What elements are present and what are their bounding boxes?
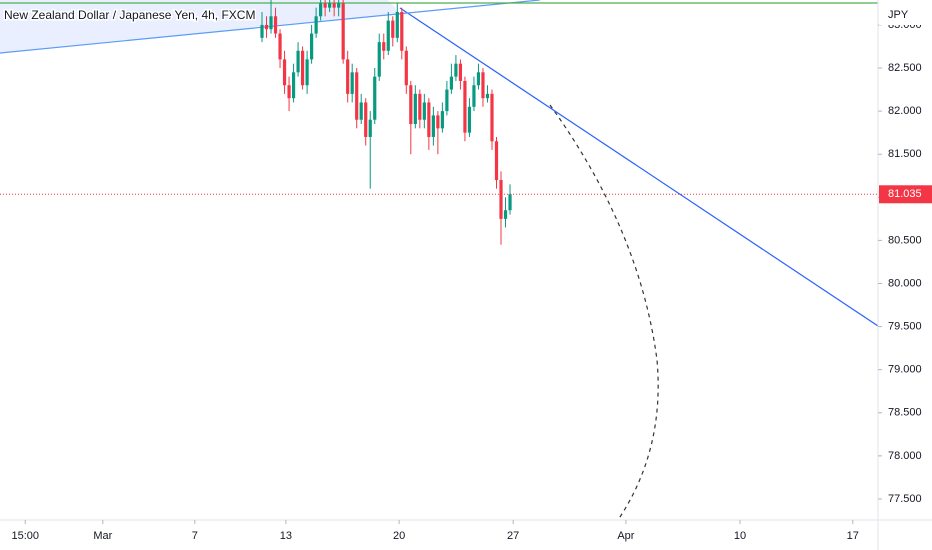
candle-body xyxy=(422,102,426,120)
candle-body xyxy=(467,106,472,133)
x-tick-label: Apr xyxy=(617,530,634,542)
candle-body xyxy=(499,180,503,219)
candle-body xyxy=(264,24,269,30)
trend-line xyxy=(399,7,878,327)
y-tick-label: 77.500 xyxy=(888,493,922,505)
candle-body xyxy=(427,102,431,137)
candle-body xyxy=(445,89,449,112)
candle-body xyxy=(323,3,327,8)
candle-body xyxy=(395,11,399,38)
candle-body xyxy=(337,3,341,8)
candle-body xyxy=(440,111,444,129)
candle-body xyxy=(490,93,494,142)
candle-body xyxy=(413,93,417,125)
candle-body xyxy=(508,194,512,211)
candle-body xyxy=(368,119,372,137)
y-tick-label: 80.000 xyxy=(888,277,922,289)
candle-body xyxy=(418,93,422,120)
channel-fill xyxy=(0,0,400,54)
candle-body xyxy=(273,16,278,34)
candle-body xyxy=(346,59,350,94)
candle-body xyxy=(300,50,305,86)
candle-body xyxy=(449,76,454,90)
candle-body xyxy=(296,50,300,73)
candle-body xyxy=(436,115,440,129)
candle-body xyxy=(355,72,359,120)
candle-body xyxy=(305,59,309,86)
candle-body xyxy=(310,33,314,60)
candle-body xyxy=(278,33,282,60)
candle-body xyxy=(282,59,287,86)
candle-body xyxy=(409,85,413,125)
x-tick-label: 27 xyxy=(507,530,519,542)
candle-body xyxy=(287,85,291,99)
y-tick-label: 79.000 xyxy=(888,364,922,376)
candle-body xyxy=(481,72,485,99)
candle-body xyxy=(391,20,395,38)
x-tick-label: 15:00 xyxy=(11,530,39,542)
candle-body xyxy=(269,16,273,30)
y-tick-label: 82.500 xyxy=(888,62,922,74)
currency-bg xyxy=(879,5,932,25)
candle-body xyxy=(503,210,508,219)
y-tick-label: 78.000 xyxy=(888,450,922,462)
candle-body xyxy=(472,85,476,107)
last-price-label: 81.035 xyxy=(888,188,922,200)
candle-body xyxy=(458,63,463,81)
candle-body xyxy=(494,141,499,181)
candle-body xyxy=(373,76,377,120)
x-tick-label: 10 xyxy=(734,530,746,542)
x-tick-label: 13 xyxy=(280,530,292,542)
candle-body xyxy=(328,3,332,8)
candle-body xyxy=(341,3,345,60)
x-tick-label: 7 xyxy=(192,530,198,542)
currency-label: JPY xyxy=(888,9,909,21)
x-tick-label: 17 xyxy=(847,530,859,542)
x-tick-label: Mar xyxy=(93,530,112,542)
candle-body xyxy=(400,11,404,51)
y-tick-label: 78.500 xyxy=(888,407,922,419)
candle-body xyxy=(260,24,264,38)
last-price-box xyxy=(879,185,932,204)
candle-body xyxy=(291,72,296,99)
plot-area xyxy=(0,0,878,520)
candle-body xyxy=(404,50,408,86)
candle-body xyxy=(485,93,490,99)
chart-title: New Zealand Dollar / Japanese Yen, 4h, F… xyxy=(4,8,255,22)
candle-body xyxy=(386,20,390,51)
candle-body xyxy=(314,16,318,34)
y-tick-label: 80.500 xyxy=(888,234,922,246)
y-tick-label: 79.500 xyxy=(888,320,922,332)
candle-body xyxy=(350,72,354,94)
y-tick-label: 81.500 xyxy=(888,148,922,160)
y-tick-label: 82.000 xyxy=(888,105,922,117)
candle-body xyxy=(431,115,435,137)
candle-body xyxy=(382,42,386,51)
candle-body xyxy=(319,3,323,17)
candle-body xyxy=(377,42,381,77)
candle-body xyxy=(332,3,336,8)
candle-body xyxy=(476,72,481,86)
candle-body xyxy=(454,63,458,77)
candle-body xyxy=(364,102,368,137)
candle-body xyxy=(463,80,467,133)
x-tick-label: 20 xyxy=(393,530,405,542)
candle-body xyxy=(359,102,363,120)
